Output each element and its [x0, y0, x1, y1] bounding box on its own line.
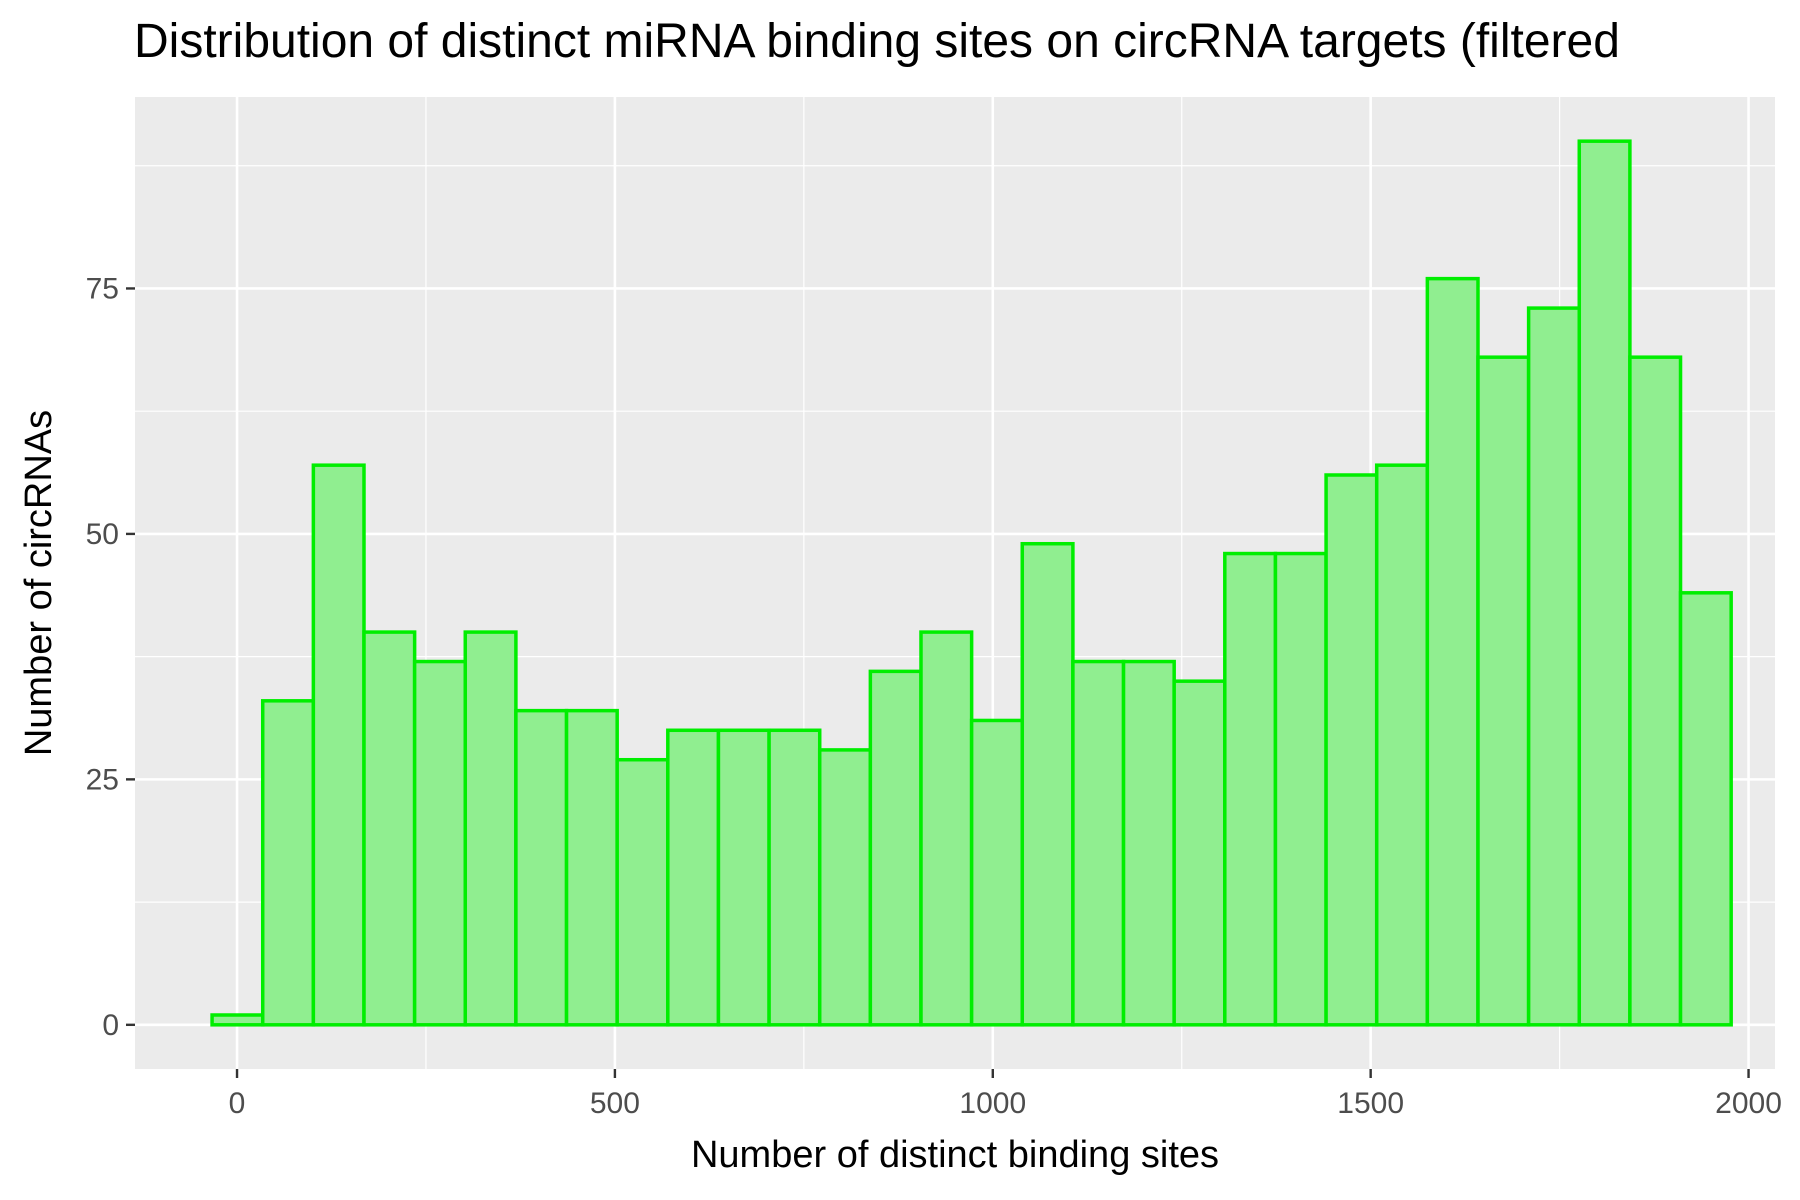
- histogram-bar: [1273, 551, 1328, 1027]
- histogram-bar: [1374, 463, 1430, 1027]
- histogram-bar: [666, 728, 721, 1027]
- x-axis-title: Number of distinct binding sites: [691, 1134, 1219, 1176]
- histogram-bar: [564, 708, 619, 1027]
- histogram-bar: [1425, 276, 1480, 1027]
- histogram-bar: [1476, 355, 1531, 1027]
- y-axis: 0 25 50 75: [86, 272, 135, 1042]
- histogram-bar: [1526, 306, 1582, 1027]
- histogram-bar: [1020, 541, 1075, 1027]
- y-axis-title: Number of circRNAs: [18, 410, 60, 756]
- x-tick-label: 500: [590, 1087, 640, 1120]
- histogram-bar: [767, 728, 822, 1027]
- y-tick-label: 0: [102, 1009, 119, 1042]
- histogram-bar: [362, 630, 417, 1027]
- x-tick-label: 1000: [959, 1087, 1026, 1120]
- histogram-bars: [210, 139, 1733, 1027]
- histogram-bar: [1577, 139, 1632, 1027]
- histogram-bar: [514, 708, 569, 1027]
- histogram-bar: [1628, 355, 1683, 1027]
- histogram-bar: [210, 1013, 265, 1027]
- histogram-bar: [412, 659, 468, 1027]
- histogram-bar: [615, 757, 670, 1027]
- x-tick-label: 1500: [1337, 1087, 1404, 1120]
- histogram-bar: [1071, 659, 1126, 1027]
- histogram-bar: [868, 669, 923, 1027]
- x-tick-label: 0: [229, 1087, 246, 1120]
- histogram-bar: [919, 630, 974, 1027]
- histogram-bar: [716, 728, 771, 1027]
- x-axis: 0 500 1000 1500 2000: [229, 1069, 1782, 1120]
- histogram-bar: [969, 718, 1025, 1027]
- histogram-bar: [1172, 679, 1227, 1027]
- histogram-bar: [1324, 473, 1379, 1027]
- histogram-bar: [311, 463, 366, 1027]
- histogram-bar: [260, 699, 316, 1027]
- y-tick-label: 75: [86, 272, 119, 305]
- y-tick-label: 25: [86, 763, 119, 796]
- histogram-bar: [1678, 591, 1733, 1027]
- y-tick-label: 50: [86, 518, 119, 551]
- histogram-bar: [817, 748, 873, 1027]
- x-tick-label: 2000: [1715, 1087, 1782, 1120]
- histogram-bar: [1121, 659, 1176, 1027]
- histogram-bar: [1223, 551, 1278, 1027]
- histogram-bar: [463, 630, 518, 1027]
- chart-title: Distribution of distinct miRNA binding s…: [134, 15, 1620, 68]
